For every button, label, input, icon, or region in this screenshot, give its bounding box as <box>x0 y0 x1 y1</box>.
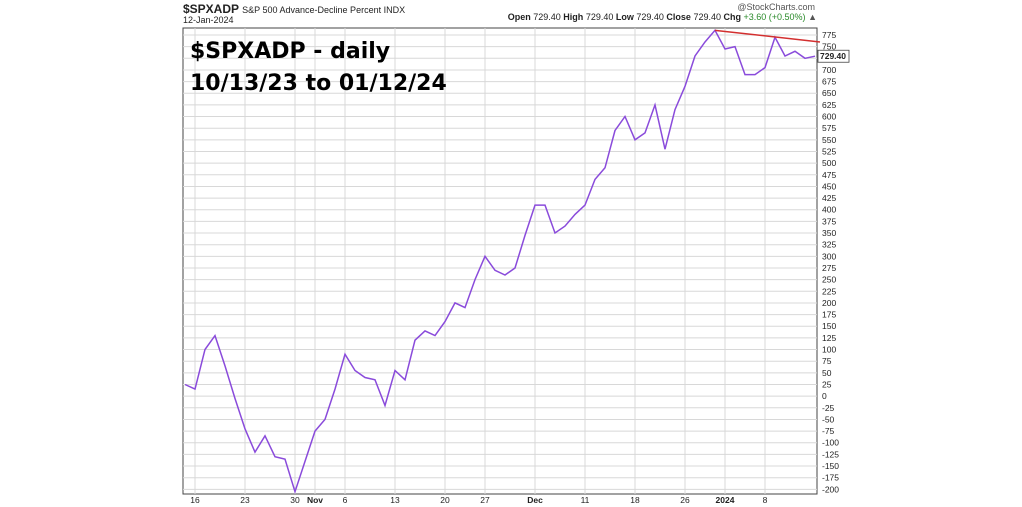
y-tick-label: -200 <box>822 484 839 494</box>
last-value-text: 729.40 <box>820 51 846 61</box>
y-tick-label: 225 <box>822 286 836 296</box>
chg-label: Chg <box>723 12 742 22</box>
low-label: Low <box>615 12 634 22</box>
stockcharts-watermark: @StockCharts.com <box>737 2 815 12</box>
last-value-box <box>817 49 850 63</box>
x-tick-label: 27 <box>480 495 490 505</box>
x-tick-label: 30 <box>290 495 300 505</box>
chg-value: +3.60 (+0.50%) <box>743 12 806 22</box>
y-tick-label: 450 <box>822 181 836 191</box>
annotation-line-2: 10/13/23 to 01/12/24 <box>190 71 447 96</box>
x-tick-label: 18 <box>630 495 640 505</box>
exchange-text: INDX <box>383 5 406 15</box>
y-tick-label: 25 <box>822 379 832 389</box>
y-tick-label: 200 <box>822 298 836 308</box>
close-value: 729.40 <box>693 12 721 22</box>
chart-date: 12-Jan-2024 <box>183 15 234 25</box>
open-value: 729.40 <box>533 12 561 22</box>
y-tick-label: 575 <box>822 123 836 133</box>
y-tick-label: -150 <box>822 461 839 471</box>
y-tick-label: 275 <box>822 263 836 273</box>
y-tick-label: 50 <box>822 368 832 378</box>
high-value: 729.40 <box>585 12 614 22</box>
x-tick-label: 20 <box>440 495 450 505</box>
y-tick-label: 425 <box>822 193 836 203</box>
description-text: S&P 500 Advance-Decline Percent <box>242 5 382 15</box>
y-tick-label: 550 <box>822 135 836 145</box>
x-tick-label: 11 <box>581 495 590 505</box>
y-tick-label: 175 <box>822 310 836 320</box>
open-label: Open <box>507 12 531 22</box>
chart-symbol: $SPXADP S&P 500 Advance-Decline Percent … <box>183 2 405 16</box>
x-tick-label: Nov <box>307 495 323 505</box>
x-tick-label: 2024 <box>716 495 735 505</box>
y-tick-label: 700 <box>822 65 836 75</box>
y-tick-label: -175 <box>822 473 839 483</box>
chart-annotation: $SPXADP - daily 10/13/23 to 01/12/24 <box>190 36 447 100</box>
y-tick-label: 100 <box>822 345 836 355</box>
y-tick-label: 350 <box>822 228 836 238</box>
y-tick-label: 125 <box>822 333 836 343</box>
y-tick-label: 75 <box>822 356 832 366</box>
y-tick-label: 250 <box>822 275 836 285</box>
trendline <box>714 29 821 43</box>
y-tick-label: -75 <box>822 426 835 436</box>
y-tick-label: 650 <box>822 88 836 98</box>
high-label: High <box>563 12 584 22</box>
low-value: 729.40 <box>636 12 664 22</box>
x-gridlines <box>194 28 766 494</box>
y-tick-label: -125 <box>822 449 839 459</box>
y-tick-label: 525 <box>822 146 836 156</box>
symbol-text: $SPXADP <box>183 2 239 16</box>
y-tick-label: 750 <box>822 42 836 52</box>
y-tick-label: 625 <box>822 100 836 110</box>
x-tick-label: Dec <box>527 495 543 505</box>
y-tick-label: 0 <box>822 391 827 401</box>
series-line-spxadp <box>184 28 816 495</box>
y-tick-label: 600 <box>822 112 836 122</box>
y-tick-label: 400 <box>822 205 836 215</box>
x-tick-label: 26 <box>680 495 690 505</box>
x-tick-label: 13 <box>390 495 400 505</box>
x-tick-labels: 16 23 30 Nov 6 13 20 27 Dec 11 18 26 2024 8 <box>190 495 767 505</box>
y-tick-label: 300 <box>822 251 836 261</box>
x-tick-label: 6 <box>343 495 348 505</box>
y-tick-label: 325 <box>822 240 836 250</box>
close-label: Close <box>666 12 691 22</box>
x-tick-label: 8 <box>763 495 768 505</box>
y-tick-label: -25 <box>822 403 835 413</box>
last-value-tag: 729.40 <box>817 49 850 63</box>
y-gridlines <box>183 34 817 490</box>
symbol-description: S&P 500 Advance-Decline Percent INDX <box>242 5 405 15</box>
ohlc-readout: Open 729.40 High 729.40 Low 729.40 Close… <box>508 12 817 22</box>
y-tick-label: 775 <box>822 30 836 40</box>
x-tick-label: 16 <box>190 495 200 505</box>
plot-frame <box>182 27 818 495</box>
annotation-line-1: $SPXADP - daily <box>190 39 391 64</box>
y-tick-label: 375 <box>822 216 836 226</box>
y-tick-label: 675 <box>822 77 836 87</box>
y-tick-label: 475 <box>822 170 836 180</box>
chg-up-arrow-icon: ▲ <box>808 12 817 22</box>
y-tick-label: -50 <box>822 414 835 424</box>
x-tick-label: 23 <box>240 495 250 505</box>
y-tick-label: 150 <box>822 321 836 331</box>
y-tick-label: 500 <box>822 158 836 168</box>
y-tick-label: -100 <box>822 438 839 448</box>
